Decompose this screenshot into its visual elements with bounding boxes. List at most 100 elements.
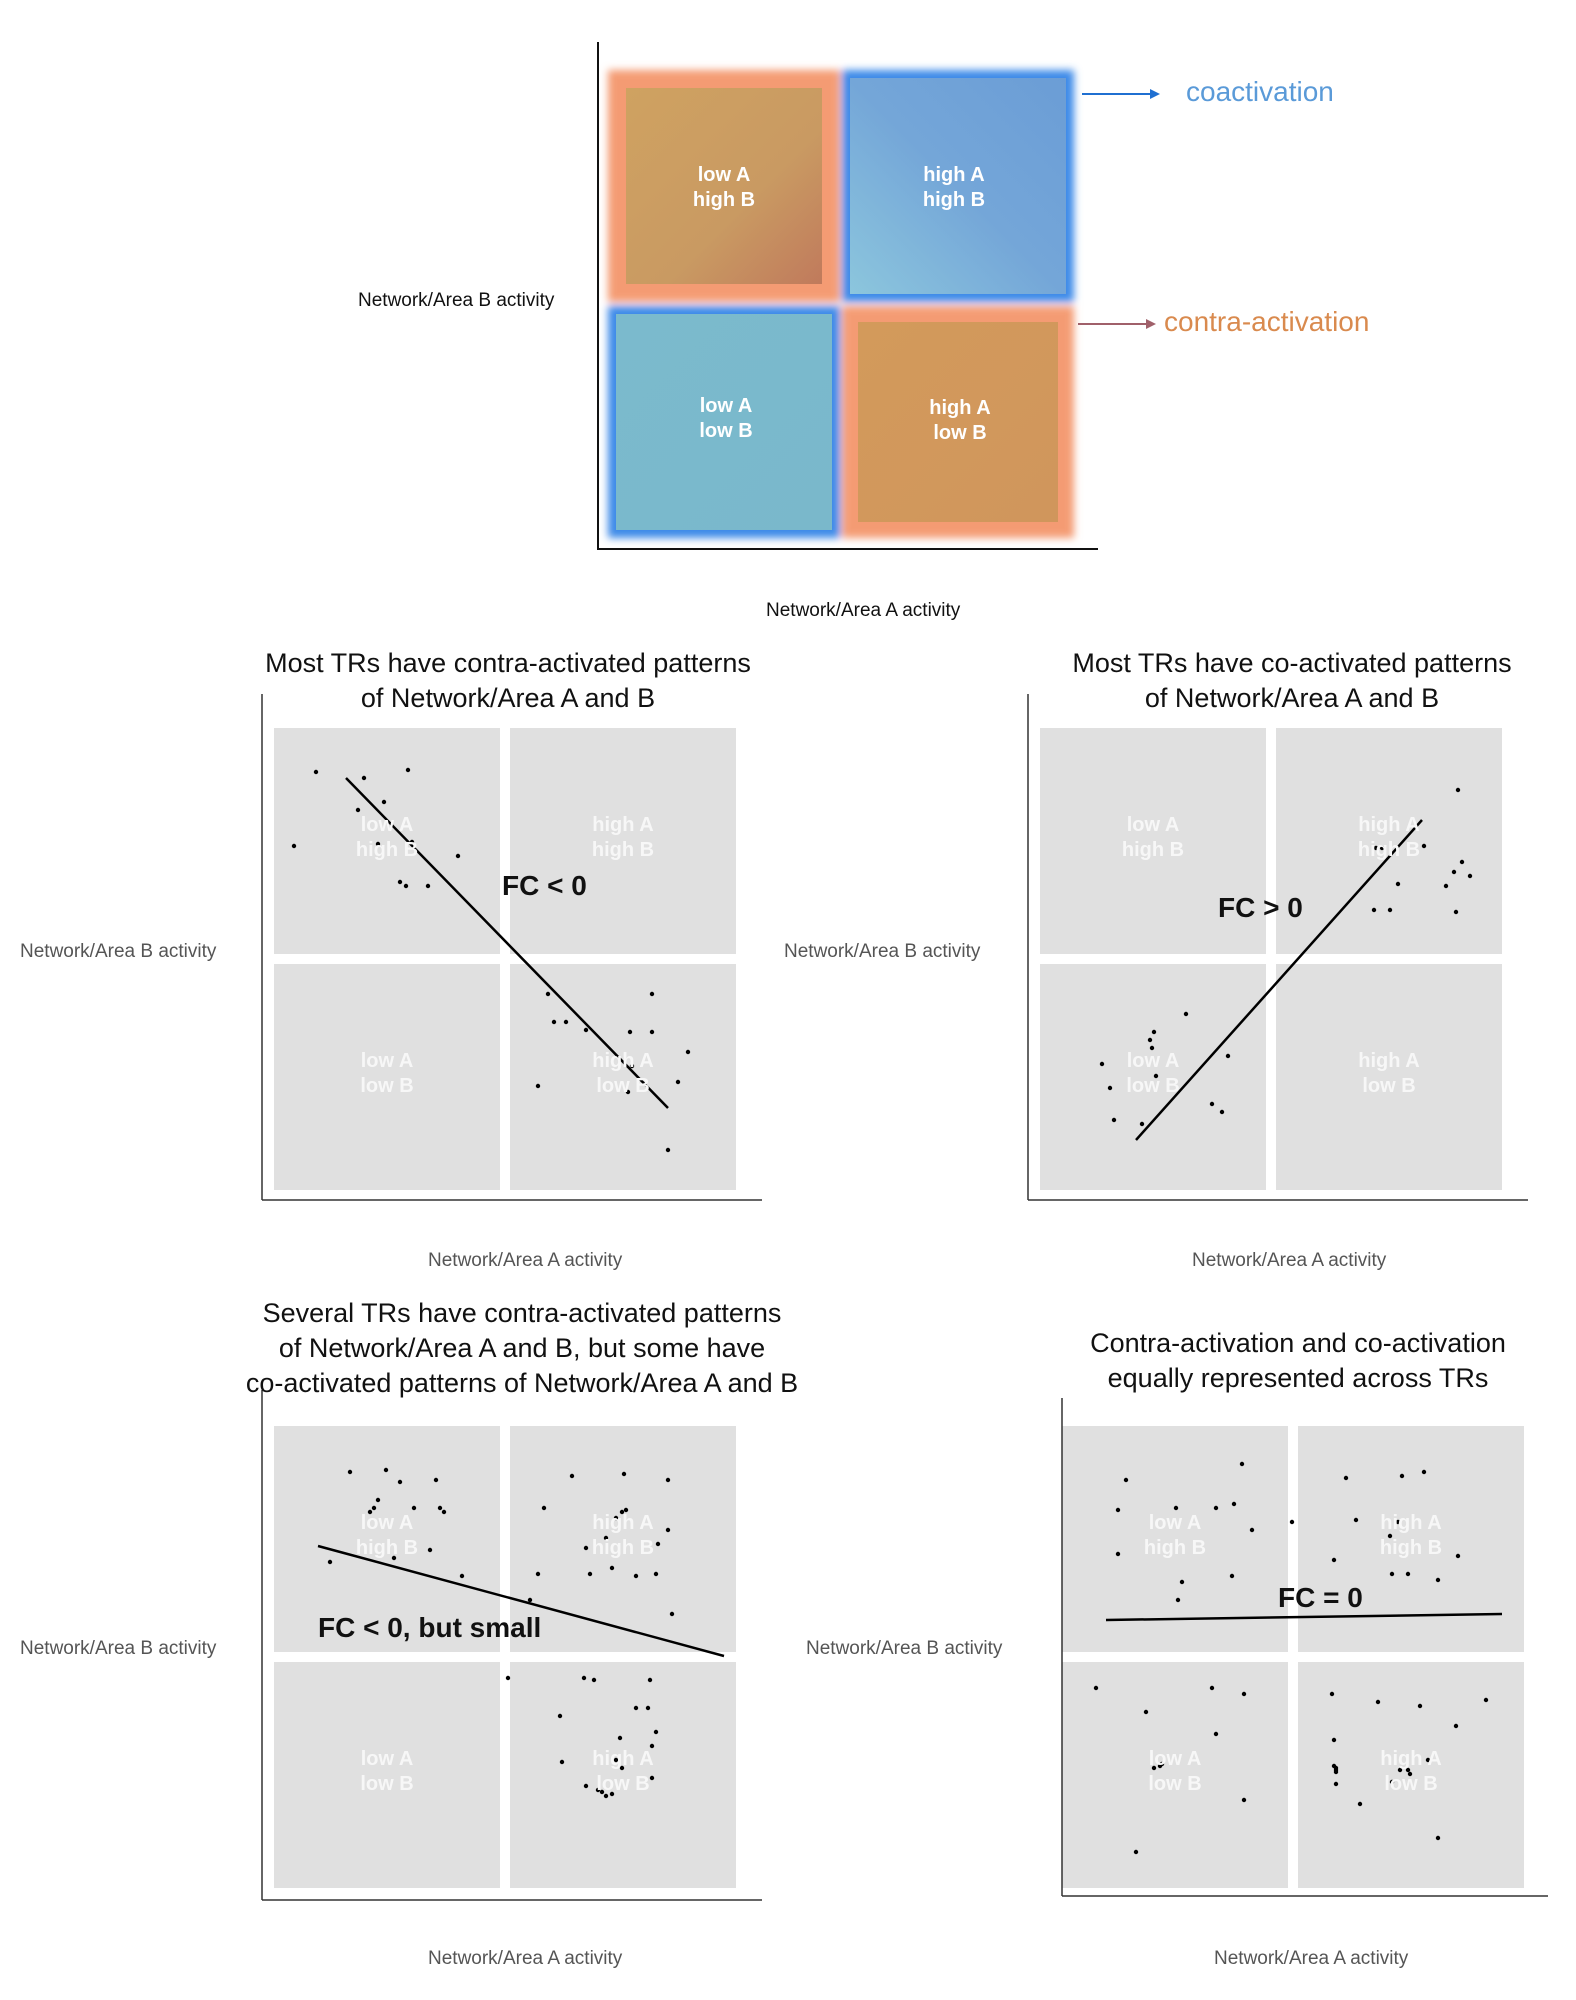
panel-3-dot: [665, 1527, 671, 1533]
panel-4-x-label: Network/Area A activity: [1214, 1948, 1409, 1969]
panel-2-quad-br: [1276, 964, 1502, 1190]
panel-4-label-bl-line1: low A: [1148, 1748, 1202, 1770]
panel-3-dot: [619, 1765, 625, 1771]
panel-3-dot: [583, 1783, 589, 1789]
panel-2-dot: [1225, 1053, 1231, 1059]
panel-3-label-br-line1: high A: [592, 1748, 654, 1770]
panel-4-dot: [1115, 1551, 1121, 1557]
panel-3-dot: [609, 1565, 615, 1571]
top-label-tr-line1: high A: [923, 164, 985, 186]
panel-1-label-tl-line2: high B: [355, 839, 419, 861]
panel-1-dot: [649, 1029, 655, 1035]
panel-1-y-label: Network/Area B activity: [20, 941, 217, 962]
panel-4-dot: [1151, 1765, 1157, 1771]
panel-2-label-tr: high A high B: [1325, 813, 1453, 863]
panel-3-dot: [653, 1729, 659, 1735]
panel-3-dot: [559, 1759, 565, 1765]
panel-4-dot: [1357, 1801, 1363, 1807]
panel-1-dot: [649, 991, 655, 997]
panel-2-dot: [1455, 787, 1461, 793]
panel-4-dot: [1353, 1517, 1359, 1523]
panel-1-label-br-line1: high A: [592, 1050, 654, 1072]
panel-4-dot: [1123, 1477, 1129, 1483]
quad-tr: [850, 78, 1066, 294]
panel-3-dot: [569, 1473, 575, 1479]
panel-2-dot: [1147, 1037, 1153, 1043]
panel-3-dot: [397, 1479, 403, 1485]
panel-1-dot: [361, 775, 367, 781]
panel-2-dot: [1395, 881, 1401, 887]
panel-4-label-tl-line1: low A: [1148, 1512, 1202, 1534]
panel-3-title-line1: Several TRs have contra-activated patter…: [262, 1298, 782, 1328]
panel-3-dot: [535, 1571, 541, 1577]
panel-2-quad-tr: [1276, 728, 1502, 954]
panel-3-dot: [391, 1555, 397, 1561]
panel-2-title-line1: Most TRs have co-activated patterns: [1072, 648, 1512, 678]
panel-4-dot: [1375, 1699, 1381, 1705]
panel-3-quad-br: [510, 1662, 736, 1888]
panel-2-label-br: high A low B: [1325, 1049, 1453, 1099]
panel-3-title-line3: co-activated patterns of Network/Area A …: [245, 1368, 799, 1398]
panel-2-dot: [1111, 1117, 1117, 1123]
panel-1-quad-tr: [510, 728, 736, 954]
panel-1-dot: [425, 883, 431, 889]
panel-2-title-line2: of Network/Area A and B: [1144, 683, 1440, 713]
panel-1-dot: [313, 769, 319, 775]
top-label-bl-line2: low B: [699, 420, 753, 442]
panel-4-y-label: Network/Area B activity: [806, 1638, 1003, 1659]
panel-2-dot: [1451, 869, 1457, 875]
top-label-bl: low A low B: [662, 394, 790, 444]
panel-1-dot: [583, 1027, 589, 1033]
top-label-bl-line1: low A: [699, 395, 753, 417]
panel-1-dot: [665, 1147, 671, 1153]
panel-2-dot: [1467, 873, 1473, 879]
panel-3-dot: [437, 1505, 443, 1511]
panel-4-dot: [1241, 1691, 1247, 1697]
panel-2-dot: [1107, 1085, 1113, 1091]
panel-3-dot: [619, 1509, 625, 1515]
panel-3-label-bl-line1: low A: [360, 1748, 414, 1770]
top-label-tr-line2: high B: [922, 189, 986, 211]
panel-3-label-tl: low A high B: [323, 1511, 451, 1561]
panel-3-dot: [633, 1705, 639, 1711]
panel-2-dot: [1139, 1121, 1145, 1127]
panel-2-label-br-line2: low B: [1362, 1075, 1416, 1097]
panel-4-title-line1: Contra-activation and co-activation: [1090, 1328, 1506, 1358]
panel-4-dot: [1115, 1507, 1121, 1513]
panel-4-title: Contra-activation and co-activation equa…: [1028, 1326, 1568, 1396]
panel-3-dot: [587, 1571, 593, 1577]
top-label-tl-line1: low A: [697, 164, 751, 186]
coactivation-label: coactivation: [1186, 76, 1334, 107]
panel-4-dot: [1455, 1553, 1461, 1559]
panel-2-dot: [1153, 1073, 1159, 1079]
panel-3-label-tr: high A high B: [559, 1511, 687, 1561]
panel-2-fit-line: [1135, 819, 1423, 1141]
panel-4-dot: [1229, 1573, 1235, 1579]
panel-2-dot: [1443, 883, 1449, 889]
top-label-tl: low A high B: [660, 163, 788, 213]
panel-2-dot: [1183, 1011, 1189, 1017]
panel-3-label-bl-line2: low B: [360, 1773, 414, 1795]
panel-2-fc-label: FC > 0: [1218, 892, 1303, 923]
panel-2-label-tr-line2: high B: [1357, 839, 1421, 861]
panel-2-label-bl-line1: low A: [1126, 1050, 1180, 1072]
panel-1-quad-br: [510, 964, 736, 1190]
panel-3-dot: [505, 1675, 511, 1681]
panel-3-dot: [647, 1677, 653, 1683]
panel-3-dot: [367, 1509, 373, 1515]
panel-2-label-tl-line2: high B: [1121, 839, 1185, 861]
panel-1-dot: [545, 991, 551, 997]
panel-1-label-br-line2: low B: [596, 1075, 650, 1097]
panel-3-dot: [375, 1497, 381, 1503]
panel-4-dot: [1435, 1835, 1441, 1841]
panel-1-label-bl: low A low B: [323, 1049, 451, 1099]
panel-3-label-tl-line2: high B: [355, 1537, 419, 1559]
panel-4-dot: [1289, 1519, 1295, 1525]
panel-4-dot: [1333, 1781, 1339, 1787]
panel-3-dot: [541, 1505, 547, 1511]
panel-3-dot: [557, 1713, 563, 1719]
panel-4-dot: [1143, 1709, 1149, 1715]
panel-1-quad-tl: [274, 728, 500, 954]
panel-4-dot: [1239, 1461, 1245, 1467]
